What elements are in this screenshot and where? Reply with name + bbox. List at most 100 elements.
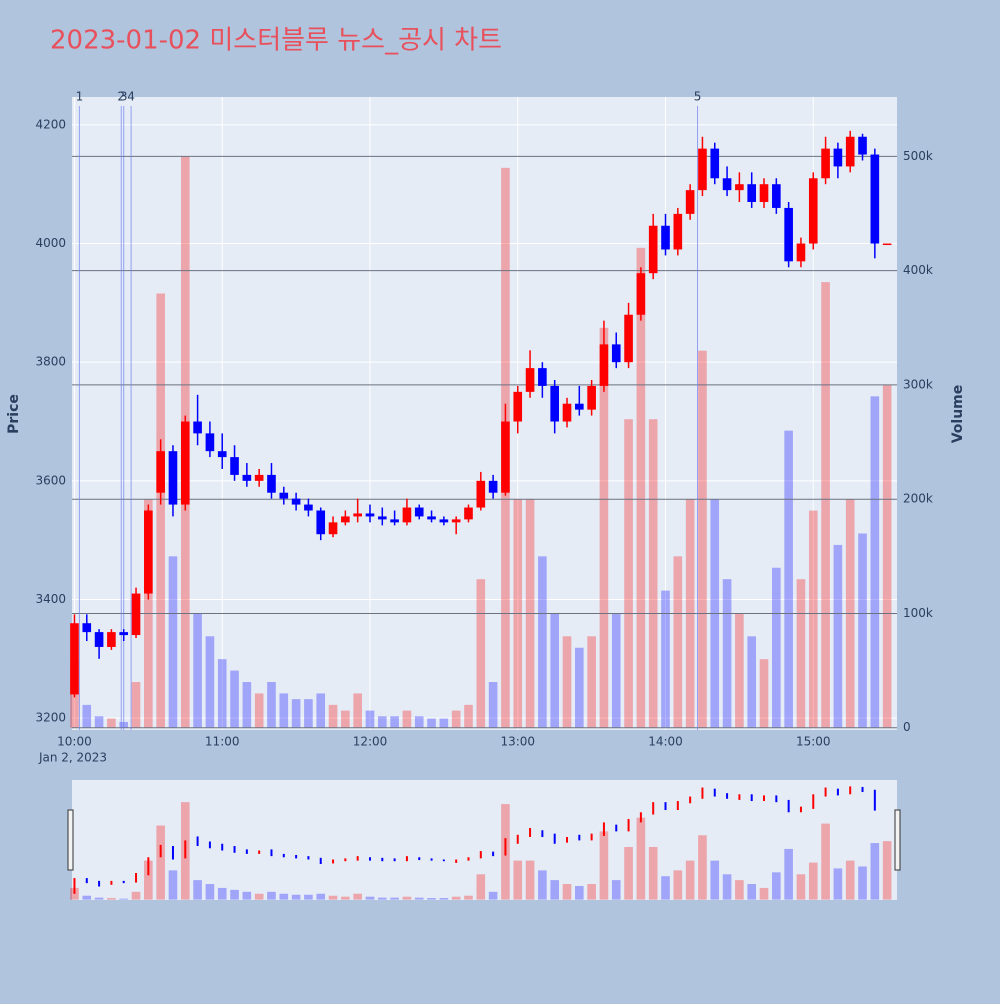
slider-volume-bar xyxy=(279,893,289,900)
volume-bar xyxy=(205,636,215,728)
volume-bar xyxy=(414,716,424,728)
volume-bar xyxy=(698,350,707,728)
candle-body xyxy=(279,492,289,499)
range-slider[interactable] xyxy=(72,780,897,900)
candle-body xyxy=(673,213,683,250)
news-label: 2 xyxy=(117,90,125,104)
y-tick-label: 3400 xyxy=(35,592,66,606)
volume-bar xyxy=(365,710,375,728)
volume-bar xyxy=(230,670,239,728)
slider-volume-bar xyxy=(747,884,757,900)
y-tick-label: 3200 xyxy=(35,711,66,725)
slider-volume-bar xyxy=(833,868,843,900)
candle-body xyxy=(722,178,732,191)
candle-body xyxy=(525,368,535,392)
volume-bar xyxy=(575,647,584,728)
candle-body xyxy=(217,451,227,458)
slider-volume-bar xyxy=(525,860,535,900)
volume-bar xyxy=(476,579,486,728)
slider-volume-bar xyxy=(451,896,461,900)
volume-bar xyxy=(328,704,338,728)
volume-bar xyxy=(316,693,326,728)
candle-body xyxy=(784,207,793,262)
volume-bar xyxy=(796,579,806,728)
candle-body xyxy=(587,385,596,410)
volume-bar xyxy=(156,293,165,728)
range-handle[interactable] xyxy=(67,809,74,871)
volume-bar xyxy=(94,716,104,728)
slider-volume-bar xyxy=(427,898,436,900)
y2-tick-label: 200k xyxy=(903,492,933,506)
candle-body xyxy=(624,314,633,363)
volume-bar xyxy=(279,693,289,728)
candle-body xyxy=(870,154,880,244)
slider-volume-bar xyxy=(722,874,732,900)
candle-body xyxy=(710,148,720,179)
slider-volume-bar xyxy=(402,896,412,900)
candle-body xyxy=(242,474,252,481)
volume-bar xyxy=(464,704,473,728)
news-label: 4 xyxy=(127,90,135,104)
volume-bar xyxy=(538,556,547,728)
slider-volume-bar xyxy=(685,860,695,900)
volume-bar xyxy=(821,282,830,728)
volume-bar xyxy=(131,682,141,728)
volume-bar xyxy=(304,699,313,728)
volume-bar xyxy=(858,533,867,728)
candle-body xyxy=(439,519,449,523)
x-tick-label: 14:00 xyxy=(648,735,683,749)
slider-volume-bar xyxy=(735,880,744,900)
candle-body xyxy=(402,507,412,523)
volume-bar xyxy=(390,716,399,728)
candle-body xyxy=(156,451,165,493)
candle-body xyxy=(353,513,362,517)
news-label: 1 xyxy=(76,90,84,104)
slider-volume-bar xyxy=(119,898,129,900)
slider-volume-bar xyxy=(698,835,707,900)
y-tick-label: 4000 xyxy=(35,236,66,250)
candle-body xyxy=(821,148,830,179)
y2-tick-label: 100k xyxy=(903,606,933,620)
slider-volume-bar xyxy=(710,860,720,900)
candle-body xyxy=(464,507,473,520)
candle-body xyxy=(254,474,264,481)
slider-volume-bar xyxy=(513,860,523,900)
volume-bar xyxy=(808,510,818,728)
volume-bar xyxy=(784,430,793,728)
y2-axis-title: Volume xyxy=(950,385,966,444)
candle-body xyxy=(107,632,116,647)
slider-volume-bar xyxy=(82,895,92,900)
candle-body xyxy=(168,451,178,505)
slider-volume-bar xyxy=(193,880,202,900)
volume-bar xyxy=(587,636,596,728)
volume-bar xyxy=(427,718,436,728)
candle-body xyxy=(858,136,867,155)
slider-volume-bar xyxy=(464,895,473,900)
candle-body xyxy=(119,632,129,636)
volume-bar xyxy=(673,556,683,728)
range-handle[interactable] xyxy=(894,809,901,871)
volume-bar xyxy=(833,544,843,728)
candle-body xyxy=(562,403,572,422)
candle-body xyxy=(538,368,547,386)
volume-bar xyxy=(550,613,559,728)
slider-volume-bar xyxy=(267,891,276,900)
volume-bar xyxy=(661,590,670,728)
candle-body xyxy=(575,403,584,410)
candle-body xyxy=(377,516,387,520)
slider-volume-bar xyxy=(587,884,596,900)
slider-volume-bar xyxy=(845,860,855,900)
slider-volume-bar xyxy=(599,831,609,900)
candle-body xyxy=(131,593,141,636)
candle-body xyxy=(180,421,190,505)
volume-bar xyxy=(735,613,744,728)
volume-bar xyxy=(648,419,658,728)
candle-body xyxy=(144,510,153,594)
slider-volume-bar xyxy=(291,894,301,900)
slider-volume-bar xyxy=(230,889,239,900)
volume-bar xyxy=(341,710,350,728)
volume-bar xyxy=(611,613,621,728)
slider-volume-bar xyxy=(796,874,806,900)
candle-body xyxy=(513,391,523,422)
